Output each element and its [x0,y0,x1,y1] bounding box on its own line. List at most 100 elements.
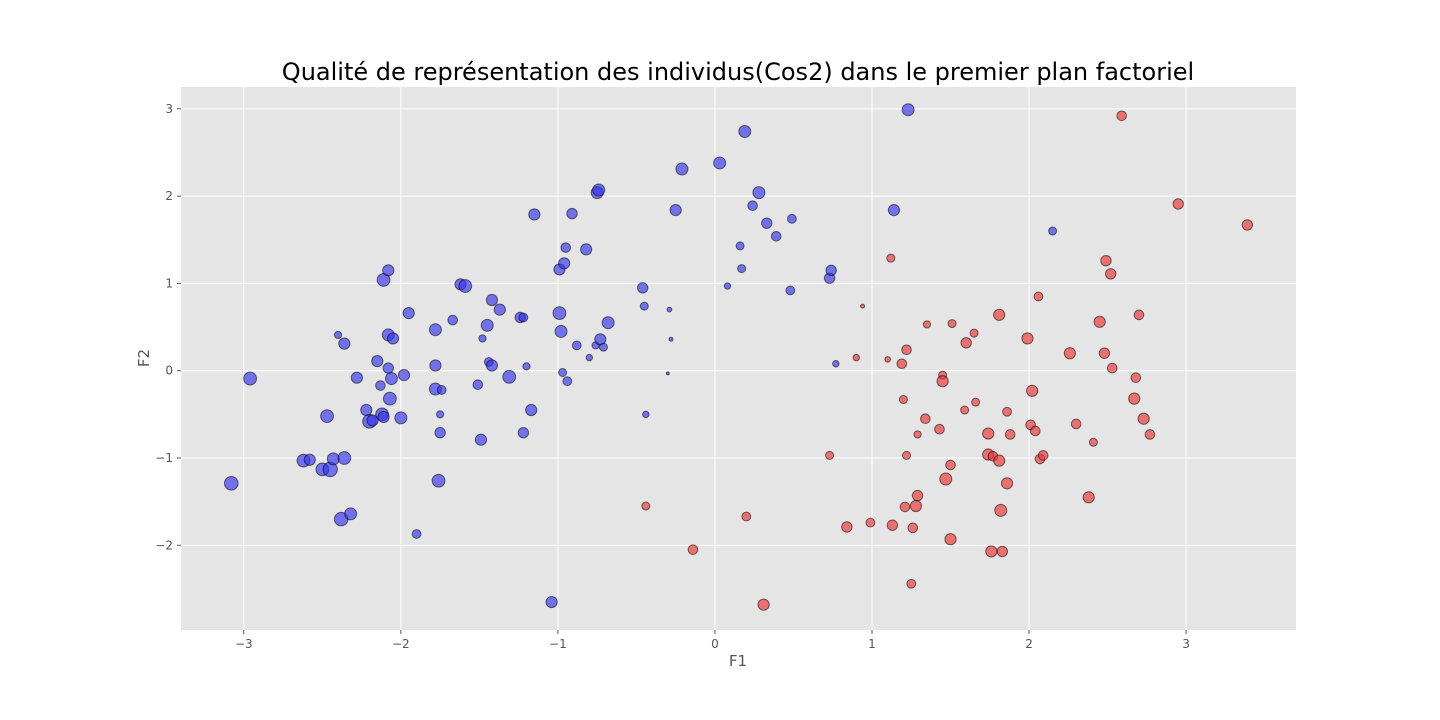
data-point [960,337,972,349]
y-axis-ticks: −2 −1 0 1 2 3 [155,102,181,552]
data-point [566,207,578,220]
data-point [562,376,573,387]
data-point [522,362,531,371]
data-point [1100,255,1112,267]
data-points [223,103,1254,611]
data-point [382,391,397,406]
x-tick-label: −3 [235,637,253,651]
data-point [1082,491,1095,504]
data-point [947,319,957,329]
data-point [770,230,782,242]
data-point [886,253,896,263]
data-point [737,264,747,274]
data-point [865,517,876,528]
data-point [436,385,447,395]
data-point [1133,309,1145,321]
data-point [906,578,917,589]
data-point [713,156,727,170]
data-point [993,308,1006,321]
data-point [668,336,674,342]
data-point [592,183,606,197]
data-point [434,427,446,439]
data-point [1098,347,1111,359]
y-tick-label: −1 [155,451,173,465]
data-point [920,413,931,425]
chart-title: Qualité de représentation des individus(… [282,58,1194,86]
data-point [982,427,995,440]
data-point [1241,219,1254,231]
data-point [558,367,568,377]
data-point [428,323,442,337]
data-point [665,371,670,376]
data-point [525,403,538,417]
data-point [472,379,484,390]
data-point [1104,268,1117,280]
data-point [675,162,689,176]
data-point [939,472,953,486]
data-point [382,362,394,374]
data-point [558,257,571,270]
data-point [1106,362,1118,374]
data-point [1137,412,1150,425]
data-point [371,355,384,368]
y-tick-label: −2 [155,538,173,552]
y-tick-label: 2 [165,189,173,203]
data-point [502,369,517,384]
x-tick-label: 3 [1182,637,1190,651]
data-point [517,427,530,439]
data-point [478,334,487,343]
y-tick-label: 1 [165,276,173,290]
data-point [723,282,732,290]
data-point [1088,437,1098,447]
data-point [993,454,1006,467]
data-point [485,293,499,307]
data-point [333,330,343,340]
data-point [996,545,1009,558]
data-point [411,529,422,539]
data-point [752,186,766,200]
data-point [639,301,649,311]
data-point [580,243,593,256]
data-point [887,203,901,217]
data-point [360,403,373,417]
data-point [402,307,415,320]
data-point [303,453,316,466]
data-point [1130,372,1142,384]
data-point [493,303,506,316]
data-point [598,342,608,352]
data-point [832,360,840,368]
data-point [1026,384,1039,397]
data-point [344,507,358,521]
data-point [902,450,912,460]
data-point [911,489,924,502]
data-point [922,320,932,329]
data-point [985,545,998,558]
data-point [436,410,445,419]
data-point [571,340,582,351]
data-point [386,332,400,345]
data-point [994,503,1008,517]
data-point [971,397,981,407]
x-tick-label: 1 [868,637,876,651]
data-point [825,264,837,277]
data-point [350,371,363,384]
data-point [642,410,650,419]
data-point [394,411,408,425]
data-point [666,306,673,313]
data-point [243,371,257,386]
data-point [384,372,398,386]
x-tick-label: −2 [392,637,410,651]
data-point [458,279,473,293]
data-point [641,501,651,511]
data-point [936,375,949,388]
data-point [447,314,458,326]
data-point [1037,450,1049,461]
data-point [545,595,558,609]
plot-area [181,87,1296,630]
data-point [377,410,390,424]
data-point [886,519,899,531]
data-point [480,318,494,332]
data-point [1033,291,1044,302]
data-point [518,312,529,323]
